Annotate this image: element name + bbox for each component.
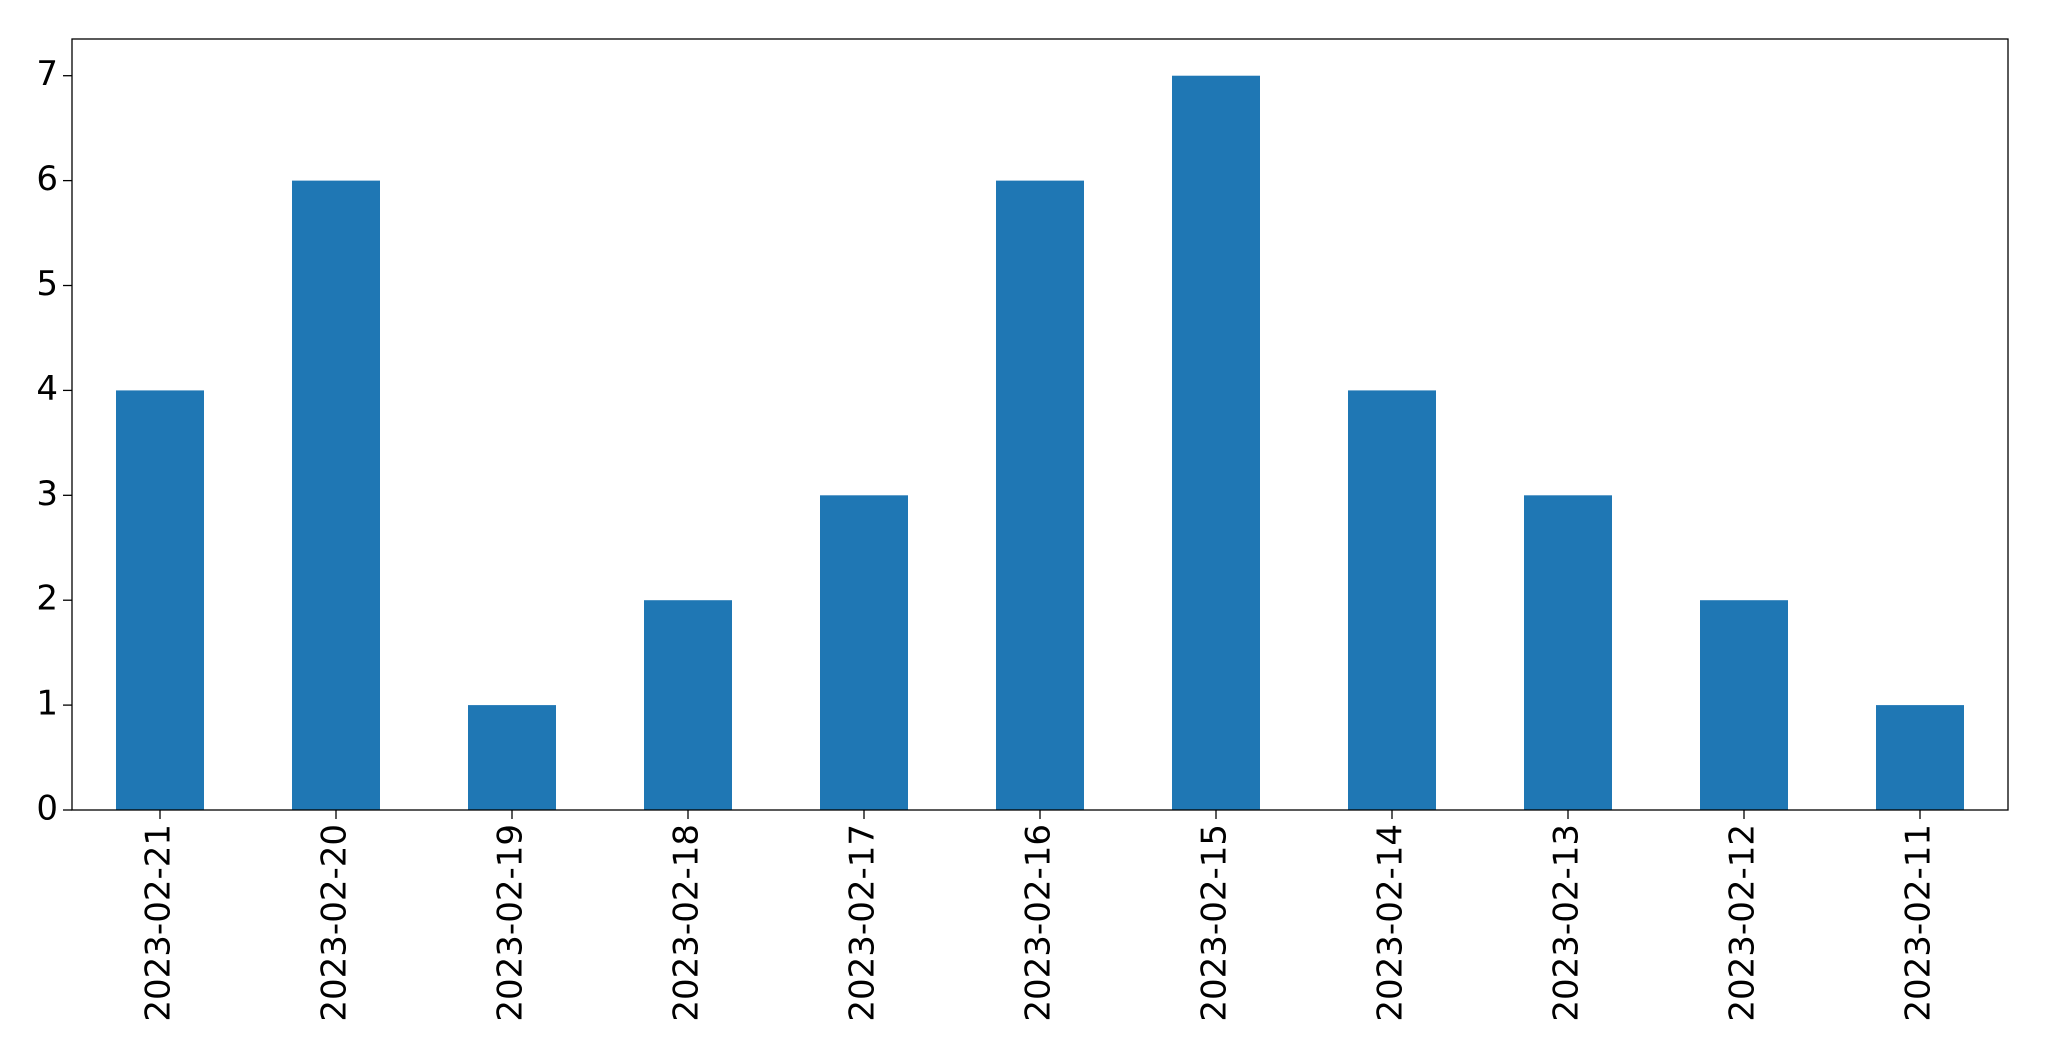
bar	[468, 705, 556, 810]
bar	[644, 600, 732, 810]
bar	[1876, 705, 1964, 810]
x-tick-label: 2023-02-16	[1019, 824, 1059, 1022]
y-tick-label: 2	[36, 579, 58, 619]
bar	[1348, 390, 1436, 810]
x-tick-label: 2023-02-12	[1723, 824, 1763, 1022]
bar	[1172, 75, 1260, 810]
bar	[820, 495, 908, 810]
x-tick-label: 2023-02-18	[667, 824, 707, 1022]
plot-frame	[71, 38, 2009, 811]
x-tick-label: 2023-02-13	[1547, 824, 1587, 1022]
bar	[1524, 495, 1612, 810]
x-tick-label: 2023-02-20	[315, 824, 355, 1022]
y-tick-label: 1	[36, 684, 58, 724]
y-tick-label: 4	[36, 369, 58, 409]
bar	[116, 390, 204, 810]
bar	[292, 180, 380, 810]
y-tick-label: 5	[36, 264, 58, 304]
y-tick-label: 0	[36, 789, 58, 829]
x-tick-label: 2023-02-19	[491, 824, 531, 1022]
y-tick-label: 3	[36, 474, 58, 514]
x-tick-label: 2023-02-15	[1195, 824, 1235, 1022]
x-tick-label: 2023-02-21	[139, 824, 179, 1022]
bar	[996, 180, 1084, 810]
x-tick-label: 2023-02-14	[1371, 824, 1411, 1022]
y-tick-label: 7	[36, 54, 58, 94]
y-tick-label: 6	[36, 159, 58, 199]
x-tick-label: 2023-02-11	[1899, 824, 1939, 1022]
x-tick-label: 2023-02-17	[843, 824, 883, 1022]
bar	[1700, 600, 1788, 810]
